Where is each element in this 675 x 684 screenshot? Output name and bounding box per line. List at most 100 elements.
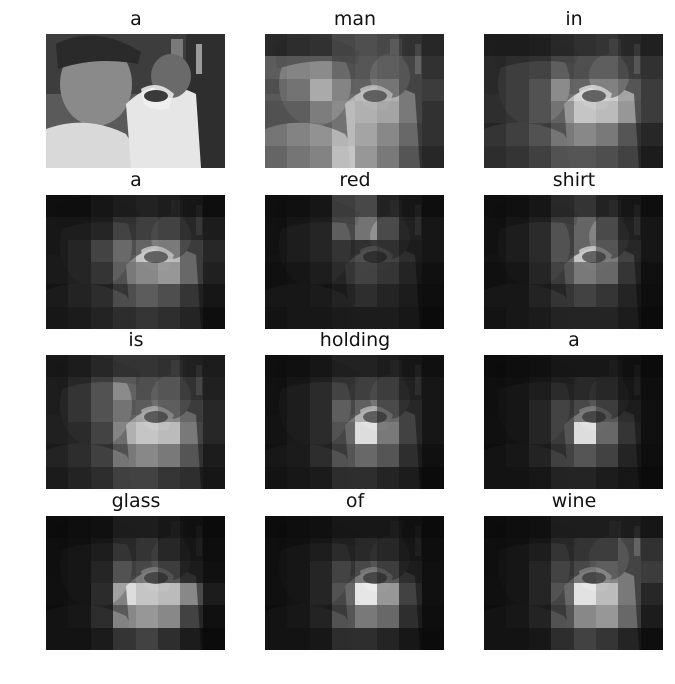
attention-cell [309, 284, 333, 307]
attention-cell [113, 146, 135, 168]
attention-cell [158, 146, 180, 168]
attention-cell [265, 516, 288, 539]
attention-cell [640, 145, 663, 168]
attention-cell [573, 377, 596, 400]
attention-cell [332, 217, 355, 240]
attention-cell [640, 195, 663, 218]
attention-cell [399, 34, 422, 57]
attention-cell [399, 444, 422, 467]
attention-cell [528, 34, 552, 57]
attention-cell [91, 79, 113, 101]
attention-cell [399, 560, 422, 583]
attention-cell [484, 516, 507, 539]
attention-overlay [265, 195, 444, 329]
attention-cell [354, 78, 377, 101]
attention-cell [309, 217, 333, 240]
attention-cell [618, 195, 641, 218]
attention-cell [399, 217, 422, 240]
attention-cell [618, 284, 641, 307]
attention-cell [68, 239, 91, 262]
attention-cell [157, 444, 181, 467]
attention-cell [113, 262, 136, 285]
panel-word: holding [319, 329, 391, 351]
attention-cell [265, 560, 288, 583]
attention-cell [573, 355, 596, 378]
attention-overlay [484, 516, 663, 650]
attention-cell [202, 306, 225, 329]
attention-cell [202, 422, 225, 445]
attention-cell [618, 583, 641, 606]
attention-cell [180, 79, 202, 101]
attention-cell [265, 56, 288, 79]
attention-cell [265, 284, 288, 307]
attention-cell [484, 444, 507, 467]
attention-cell [595, 399, 619, 422]
attention-cell [287, 377, 310, 400]
attention-cell [506, 560, 529, 583]
attention-cell [332, 56, 355, 79]
attention-cell [265, 355, 288, 378]
attention-cell [618, 217, 641, 240]
attention-cell [421, 284, 444, 307]
attention-cell [91, 101, 113, 123]
attention-cell [157, 560, 181, 583]
attention-cell [113, 101, 135, 123]
attention-image [46, 355, 225, 489]
attention-cell [573, 34, 596, 57]
attention-cell [332, 145, 355, 168]
attention-cell [506, 217, 529, 240]
attention-cell [573, 560, 596, 583]
attention-cell [46, 355, 69, 378]
attention-cell [68, 34, 90, 56]
attention-cell [528, 627, 552, 650]
attention-overlay [46, 195, 225, 329]
attention-cell [573, 195, 596, 218]
attention-cell [265, 145, 288, 168]
attention-cell [399, 262, 422, 285]
attention-cell [68, 262, 91, 285]
attention-cell [113, 284, 136, 307]
attention-cell [180, 466, 203, 489]
attention-cell [113, 538, 136, 561]
attention-overlay [484, 195, 663, 329]
attention-cell [135, 516, 158, 539]
attention-cell [265, 466, 288, 489]
attention-cell [484, 217, 507, 240]
attention-cell [484, 466, 507, 489]
attention-cell [180, 195, 203, 218]
attention-cell [90, 583, 114, 606]
attention-cell [618, 516, 641, 539]
attention-cell [332, 466, 355, 489]
attention-cell [68, 284, 91, 307]
attention-cell [46, 195, 69, 218]
attention-cell [113, 583, 136, 606]
attention-cell [157, 422, 181, 445]
attention-cell [46, 56, 68, 78]
attention-cell [618, 78, 641, 101]
attention-cell [376, 56, 400, 79]
attention-cell [113, 34, 135, 56]
attention-cell [90, 195, 114, 218]
attention-cell [399, 516, 422, 539]
attention-panel: is [46, 327, 226, 492]
attention-cell [484, 262, 507, 285]
attention-cell [421, 34, 444, 57]
attention-cell [90, 466, 114, 489]
attention-overlay [265, 34, 444, 168]
attention-cell [640, 78, 663, 101]
attention-cell [113, 56, 135, 78]
attention-cell [528, 284, 552, 307]
attention-cell [551, 145, 574, 168]
attention-cell [180, 377, 203, 400]
attention-panel: holding [265, 327, 445, 492]
attention-cell [376, 306, 400, 329]
attention-cell [202, 377, 225, 400]
attention-cell [573, 422, 596, 445]
attention-cell [528, 444, 552, 467]
attention-cell [421, 466, 444, 489]
attention-cell [332, 239, 355, 262]
attention-cell [354, 627, 377, 650]
attention-cell [135, 284, 158, 307]
attention-cell [287, 538, 310, 561]
attention-cell [640, 399, 663, 422]
